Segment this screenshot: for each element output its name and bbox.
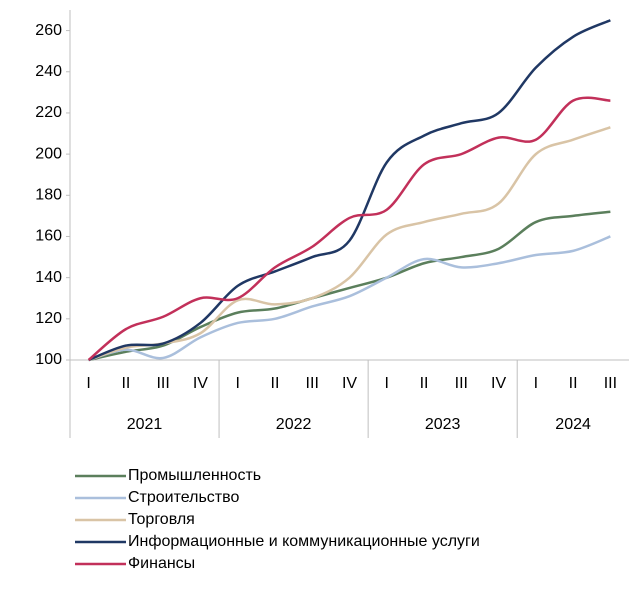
x-tick-label: II bbox=[271, 375, 280, 392]
y-tick-label: 200 bbox=[35, 145, 62, 162]
y-tick-label: 120 bbox=[35, 310, 62, 327]
legend-label: Строительство bbox=[128, 489, 239, 506]
group-label: 2022 bbox=[276, 416, 312, 433]
series-line bbox=[88, 235, 611, 362]
x-tick-label: IV bbox=[342, 375, 357, 392]
y-tick-label: 220 bbox=[35, 104, 62, 121]
x-tick-label: I bbox=[385, 375, 389, 392]
x-tick-label: III bbox=[306, 375, 319, 392]
x-tick-label: IV bbox=[193, 375, 208, 392]
x-tick-label: III bbox=[455, 375, 468, 392]
x-tick-label: I bbox=[235, 375, 239, 392]
x-tick-label: II bbox=[569, 375, 578, 392]
legend-label: Промышленность bbox=[128, 467, 261, 484]
x-tick-label: I bbox=[534, 375, 538, 392]
y-tick-label: 260 bbox=[35, 22, 62, 39]
series-line bbox=[88, 126, 611, 362]
x-tick-label: II bbox=[121, 375, 130, 392]
y-tick-label: 140 bbox=[35, 269, 62, 286]
series-line bbox=[88, 210, 611, 362]
y-tick-label: 240 bbox=[35, 63, 62, 80]
group-label: 2023 bbox=[425, 416, 461, 433]
x-tick-label: I bbox=[86, 375, 90, 392]
y-tick-label: 180 bbox=[35, 187, 62, 204]
y-tick-label: 160 bbox=[35, 228, 62, 245]
legend-label: Финансы bbox=[128, 555, 195, 572]
x-tick-label: II bbox=[420, 375, 429, 392]
x-tick-label: III bbox=[604, 375, 617, 392]
series-line bbox=[88, 19, 611, 362]
x-tick-label: III bbox=[156, 375, 169, 392]
y-tick-label: 100 bbox=[35, 351, 62, 368]
legend-label: Информационные и коммуникационные услуги bbox=[128, 533, 480, 550]
x-tick-label: IV bbox=[491, 375, 506, 392]
group-label: 2024 bbox=[555, 416, 591, 433]
legend-label: Торговля bbox=[128, 511, 195, 528]
group-label: 2021 bbox=[127, 416, 163, 433]
series-line bbox=[87, 96, 611, 361]
